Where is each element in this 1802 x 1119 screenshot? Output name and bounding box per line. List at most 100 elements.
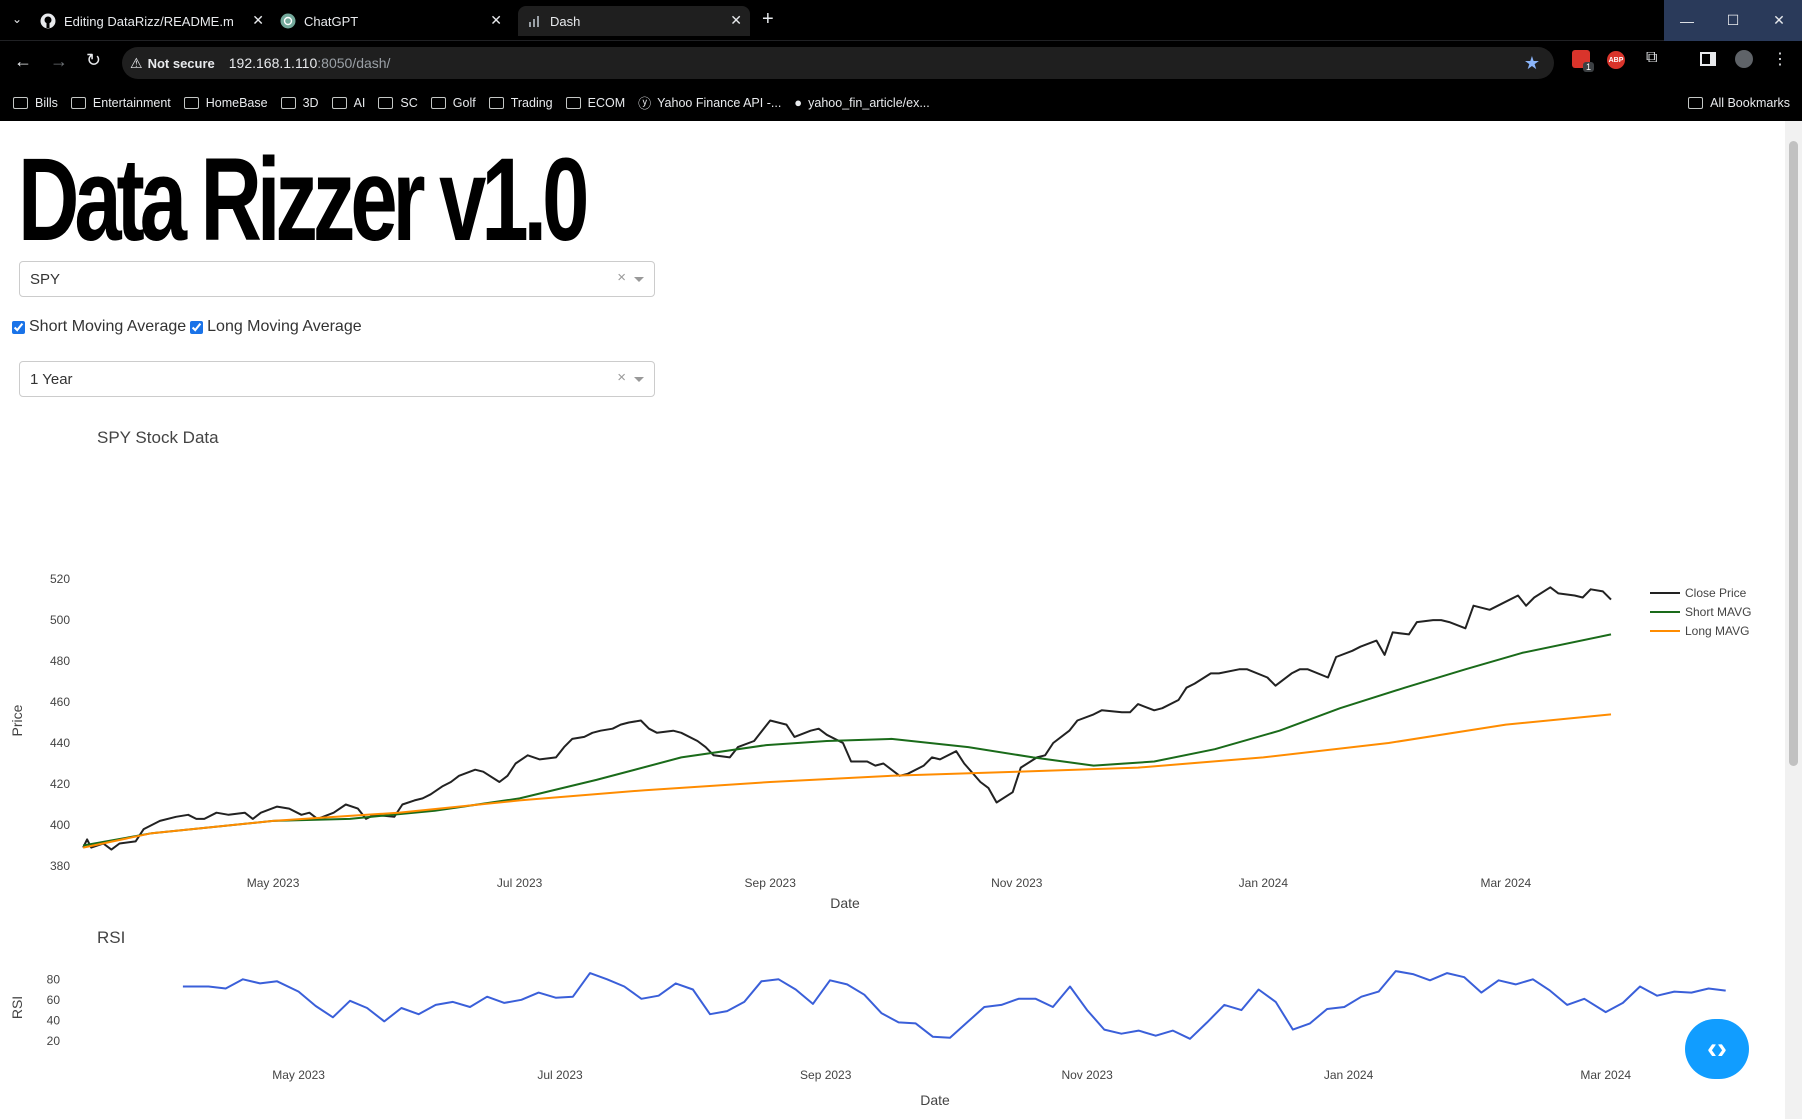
y-tick-label: 500 (50, 613, 70, 627)
y-tick-label: 480 (50, 654, 70, 668)
chart-title: RSI (97, 928, 125, 947)
extension-icon[interactable]: 1 (1572, 50, 1594, 72)
all-bookmarks[interactable]: All Bookmarks (1688, 96, 1790, 110)
ticker-dropdown[interactable]: SPY × (19, 261, 655, 297)
y-axis-label: Price (9, 704, 25, 736)
tab-chatgpt[interactable]: ChatGPT ✕ (280, 6, 510, 36)
window-close-icon[interactable]: ✕ (1773, 12, 1785, 28)
browser-tab-bar: ⌄ Editing DataRizz/README.md a ✕ ChatGPT… (0, 0, 1802, 41)
x-tick-label: Jul 2023 (537, 1068, 583, 1082)
folder-icon (280, 96, 296, 109)
tab-dash[interactable]: Dash ✕ (518, 6, 750, 36)
tab-title: Dash (550, 13, 581, 29)
series-line-close-price (82, 586, 1612, 851)
bookmark-folder[interactable]: Entertainment (70, 96, 171, 110)
folder-icon (565, 96, 581, 109)
clear-icon[interactable]: × (617, 269, 626, 286)
y-tick-label: 80 (47, 972, 61, 986)
folder-icon (70, 96, 86, 109)
reload-icon[interactable]: ↻ (86, 50, 102, 70)
warning-icon: ⚠ (130, 54, 143, 71)
app-title: Data Rizzer v1.0 (18, 134, 589, 266)
profile-avatar[interactable] (1735, 50, 1753, 68)
short-mavg-checkbox[interactable] (12, 320, 25, 334)
y-tick-label: 20 (47, 1034, 61, 1048)
y-tick-label: 40 (47, 1013, 61, 1027)
legend-label: Close Price (1685, 586, 1747, 600)
maximize-icon[interactable]: ☐ (1726, 12, 1740, 28)
bookmark-folder[interactable]: ECOM (565, 96, 625, 110)
forward-icon[interactable]: → (50, 51, 68, 71)
chevron-down-icon[interactable] (634, 377, 644, 382)
side-panel-icon[interactable] (1700, 52, 1716, 66)
moving-average-checklist: Short Moving Average Long Moving Average (12, 318, 366, 336)
menu-kebab-icon[interactable]: ⋮ (1772, 51, 1788, 68)
adblock-icon[interactable]: ABP (1607, 51, 1625, 69)
x-tick-label: Mar 2024 (1580, 1068, 1631, 1082)
address-bar[interactable]: ⚠ Not secure 192.168.1.110 :8050/dash/ ★ (122, 47, 1554, 79)
dash-page: Data Rizzer v1.0 SPY × Short Moving Aver… (0, 121, 1785, 1119)
x-tick-label: Jan 2024 (1324, 1068, 1374, 1082)
tab-search-icon[interactable]: ⌄ (12, 12, 23, 26)
bookmark-folder[interactable]: 3D (280, 96, 319, 110)
folder-icon (488, 96, 504, 109)
y-tick-label: 60 (47, 993, 61, 1007)
bookmark-link[interactable]: ● yahoo_fin_article/ex... (794, 95, 930, 110)
scrollbar-thumb[interactable] (1789, 141, 1798, 766)
bookmark-folder[interactable]: Trading (488, 96, 553, 110)
tab-title: Editing DataRizz/README.md a (64, 13, 234, 29)
close-icon[interactable]: ✕ (490, 12, 502, 28)
browser-toolbar: ← → ↻ ⚠ Not secure 192.168.1.110 :8050/d… (0, 41, 1802, 84)
long-mavg-checkbox[interactable] (190, 320, 204, 334)
x-axis-label: Date (920, 1092, 950, 1108)
x-tick-label: May 2023 (247, 876, 300, 890)
bookmark-folder[interactable]: Bills (13, 96, 58, 110)
chevron-down-icon[interactable] (634, 277, 644, 282)
bookmark-folder[interactable]: HomeBase (183, 96, 268, 110)
y-tick-label: 420 (50, 777, 70, 791)
url-path: :8050/dash/ (317, 55, 391, 71)
long-mavg-option[interactable]: Long Moving Average (190, 318, 362, 336)
chatgpt-icon (280, 13, 296, 29)
bookmarks-bar: Bills Entertainment HomeBase 3D AI SC Go… (0, 84, 1802, 121)
period-dropdown[interactable]: 1 Year × (19, 361, 655, 397)
y-axis-label: RSI (9, 996, 25, 1019)
page-scrollbar[interactable] (1785, 121, 1802, 1119)
legend-label: Short MAVG (1685, 605, 1751, 619)
x-tick-label: Jan 2024 (1239, 876, 1289, 890)
y-tick-label: 440 (50, 736, 70, 750)
legend-label: Long MAVG (1685, 624, 1749, 638)
short-mavg-option[interactable]: Short Moving Average (12, 318, 186, 336)
close-icon[interactable]: ✕ (730, 12, 742, 28)
ticker-value: SPY (30, 271, 61, 288)
bookmark-folder[interactable]: Golf (430, 96, 476, 110)
minimize-icon[interactable]: — (1680, 12, 1694, 29)
back-icon[interactable]: ← (14, 51, 32, 71)
x-tick-label: Sep 2023 (800, 1068, 852, 1082)
folder-icon (378, 96, 394, 109)
clear-icon[interactable]: × (617, 369, 626, 386)
series-line-long-mavg (82, 713, 1612, 849)
x-tick-label: Sep 2023 (745, 876, 797, 890)
bookmark-folder[interactable]: SC (378, 96, 418, 110)
y-tick-label: 400 (50, 818, 70, 832)
tab-github[interactable]: Editing DataRizz/README.md a ✕ (40, 6, 272, 36)
bookmark-folder[interactable]: AI (331, 96, 365, 110)
new-tab-icon[interactable]: + (762, 8, 774, 30)
puzzle-icon[interactable]: ⧉ (1646, 49, 1658, 66)
folder-icon (13, 96, 28, 109)
x-tick-label: Nov 2023 (991, 876, 1043, 890)
x-tick-label: Nov 2023 (1061, 1068, 1113, 1082)
bookmark-link[interactable]: ⓨ Yahoo Finance API -... (638, 93, 781, 112)
dash-icon (526, 13, 542, 29)
adblock-label: ABP (1608, 56, 1624, 64)
code-icon: ‹› (1707, 1032, 1727, 1065)
close-icon[interactable]: ✕ (252, 12, 264, 28)
url-host: 192.168.1.110 (228, 55, 318, 71)
x-tick-label: May 2023 (272, 1068, 325, 1082)
dash-debug-button[interactable]: ‹› (1685, 1019, 1749, 1079)
bookmark-star-icon[interactable]: ★ (1523, 53, 1540, 73)
github-icon: ● (794, 95, 803, 110)
security-label[interactable]: Not secure (147, 55, 215, 71)
extension-badge: 1 (1582, 62, 1594, 72)
